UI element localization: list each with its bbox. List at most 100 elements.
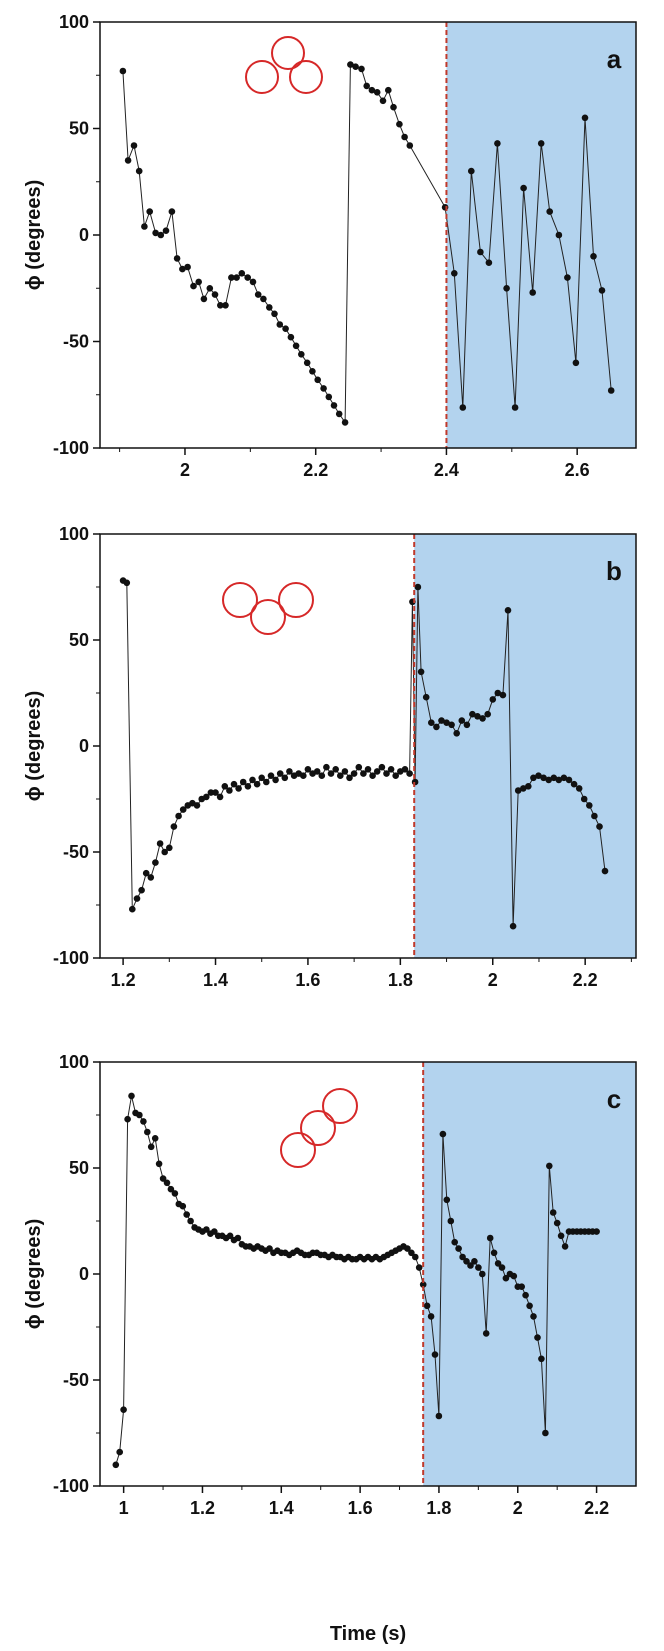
data-point (167, 1185, 175, 1193)
data-point (557, 1232, 565, 1240)
three-circles-triangle-icon (245, 36, 323, 94)
data-point (406, 142, 414, 149)
data-point (238, 270, 246, 277)
data-point (396, 120, 403, 128)
data-point (414, 583, 422, 591)
data-point (162, 227, 170, 234)
data-point (179, 265, 186, 273)
data-point (570, 780, 578, 788)
data-point (490, 1249, 498, 1257)
data-point (555, 776, 563, 784)
data-point (443, 1196, 451, 1204)
data-point (427, 1313, 435, 1320)
data-point (404, 1245, 411, 1252)
data-point (129, 905, 136, 913)
y-tick-label: -100 (53, 1476, 89, 1496)
data-point (546, 1162, 553, 1170)
shaded-region (446, 22, 636, 448)
data-point (586, 802, 593, 809)
data-point (477, 248, 484, 256)
panel-letter: a (607, 44, 622, 74)
data-point (494, 140, 501, 147)
data-point (151, 1135, 159, 1142)
data-point (152, 859, 159, 866)
data-point (253, 780, 261, 788)
y-tick-label: -100 (53, 948, 89, 968)
x-tick-label: 1.2 (190, 1498, 215, 1518)
data-point (502, 1274, 510, 1282)
panel-b: -100 -50 0 50 100 1.2 1.4 1.6 1.8 2 2.2 ϕ (degrees)… (23, 524, 637, 990)
data-point (314, 376, 322, 384)
x-tick-label: 1.6 (348, 1498, 373, 1518)
data-point (412, 1253, 419, 1261)
data-point (545, 776, 552, 784)
data-point (453, 730, 461, 737)
data-point (303, 359, 311, 367)
data-point (451, 270, 458, 277)
data-point (166, 844, 173, 852)
data-point (119, 67, 127, 75)
y-tick-label: 100 (59, 524, 89, 544)
data-point (369, 772, 376, 779)
data-point (128, 1092, 135, 1100)
y-tick-label: 50 (69, 1158, 89, 1178)
x-tick-label: 1.2 (111, 970, 136, 990)
data-point (163, 1179, 171, 1187)
data-point (378, 763, 386, 771)
data-point (266, 1245, 273, 1252)
data-point (555, 231, 563, 239)
x-tick-label: 1.6 (295, 970, 320, 990)
circle-shape (289, 60, 323, 94)
data-point (120, 1406, 127, 1413)
circle-shape (300, 1110, 336, 1146)
data-point (254, 291, 262, 298)
data-point (144, 1128, 151, 1136)
data-point (408, 1249, 415, 1257)
data-point (390, 103, 397, 111)
data-point (520, 184, 527, 192)
data-point (179, 806, 187, 813)
data-point (152, 229, 159, 237)
data-point (542, 1429, 549, 1437)
data-point (475, 1264, 482, 1271)
data-point (193, 802, 201, 809)
data-point (157, 231, 165, 239)
data-point (439, 1130, 447, 1138)
data-point (363, 82, 371, 90)
x-tick-label: 2.4 (434, 460, 459, 480)
data-point (565, 776, 573, 784)
data-point (535, 772, 542, 779)
data-point (239, 778, 247, 786)
data-point (263, 778, 270, 786)
data-point (266, 304, 273, 311)
data-point (234, 1234, 242, 1242)
data-point (140, 1118, 147, 1125)
data-point (147, 1143, 155, 1151)
data-point (156, 840, 164, 847)
x-tick-label: 2.2 (584, 1498, 609, 1518)
data-point (217, 302, 224, 309)
data-point (147, 874, 155, 881)
data-point (211, 291, 219, 298)
data-point (474, 713, 481, 720)
x-tick-label: 1.8 (426, 1498, 451, 1518)
data-point (352, 63, 359, 70)
data-point (347, 61, 354, 68)
data-point (447, 1217, 455, 1225)
data-point (195, 278, 202, 286)
shaded-region (414, 534, 636, 958)
data-point (601, 867, 609, 875)
data-point (364, 766, 372, 773)
data-point (534, 1334, 541, 1341)
data-point (518, 1283, 525, 1290)
data-point (503, 285, 510, 292)
data-point (341, 419, 349, 426)
data-point (537, 140, 545, 147)
data-point (529, 289, 536, 296)
data-point (459, 404, 467, 411)
y-tick-label: 100 (59, 1052, 89, 1072)
data-point (593, 1228, 600, 1235)
data-point (435, 1412, 443, 1420)
data-point (168, 208, 176, 215)
data-point (304, 766, 312, 773)
